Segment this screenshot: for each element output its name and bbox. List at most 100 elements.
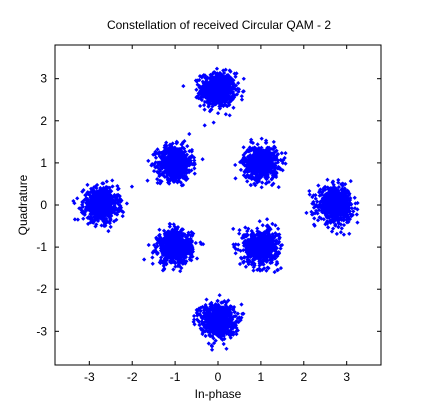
scatter-point xyxy=(167,162,173,167)
scatter-point xyxy=(108,224,113,229)
scatter-point xyxy=(205,75,210,80)
scatter-point xyxy=(264,171,269,176)
scatter-point xyxy=(316,183,321,188)
scatter-point xyxy=(182,171,187,176)
scatter-point xyxy=(304,210,309,215)
scatter-point xyxy=(202,82,207,87)
scatter-point xyxy=(283,161,288,166)
scatter-point xyxy=(238,167,244,172)
scatter-point xyxy=(178,159,184,164)
scatter-point xyxy=(273,173,278,178)
scatter-point xyxy=(275,152,281,157)
scatter-point xyxy=(155,147,160,152)
scatter-point xyxy=(354,212,359,217)
scatter-point xyxy=(72,217,78,222)
scatter-point xyxy=(217,71,222,76)
scatter-point xyxy=(227,113,232,118)
scatter-point xyxy=(192,158,197,163)
scatter-point xyxy=(168,169,173,174)
scatter-point xyxy=(232,95,237,100)
scatter-point xyxy=(260,170,266,176)
scatter-point xyxy=(262,151,268,156)
scatter-point xyxy=(280,168,285,173)
scatter-point xyxy=(232,86,237,91)
scatter-point xyxy=(249,137,254,142)
scatter-point xyxy=(221,88,227,93)
scatter-point xyxy=(247,145,252,150)
scatter-point xyxy=(275,158,280,163)
scatter-point xyxy=(206,93,211,98)
scatter-point xyxy=(195,78,200,83)
scatter-point xyxy=(162,174,167,180)
scatter-point xyxy=(341,232,346,237)
scatter-point xyxy=(259,136,264,141)
scatter-point xyxy=(269,146,275,151)
scatter-point xyxy=(237,231,242,236)
scatter-point xyxy=(256,176,261,181)
scatter-point xyxy=(243,175,249,180)
scatter-point xyxy=(256,149,261,154)
scatter-point xyxy=(228,69,233,74)
scatter-point xyxy=(257,166,262,171)
scatter-point xyxy=(204,79,209,84)
scatter-point xyxy=(241,145,246,150)
scatter-point xyxy=(225,83,230,88)
scatter-point xyxy=(234,71,239,76)
scatter-point xyxy=(156,160,161,166)
scatter-point xyxy=(185,176,190,181)
scatter-point xyxy=(278,167,283,172)
scatter-point xyxy=(219,102,224,107)
scatter-point xyxy=(239,97,245,102)
scatter-point xyxy=(184,152,190,157)
scatter-point xyxy=(282,155,287,161)
scatter-point xyxy=(242,170,248,175)
scatter-point xyxy=(194,256,200,261)
scatter-point xyxy=(199,94,204,100)
scatter-point xyxy=(224,98,230,103)
scatter-point xyxy=(259,149,265,154)
scatter-point xyxy=(233,176,238,181)
scatter-point xyxy=(263,157,268,162)
scatter-point xyxy=(207,101,212,106)
scatter-point xyxy=(209,88,214,93)
scatter-point xyxy=(279,151,284,156)
scatter-point xyxy=(251,268,256,273)
scatter-point xyxy=(248,166,253,171)
scatter-point xyxy=(181,83,186,89)
scatter-point xyxy=(166,156,171,161)
scatter-point xyxy=(170,141,175,146)
scatter-point xyxy=(171,150,176,155)
scatter-point xyxy=(254,174,259,179)
scatter-point xyxy=(336,177,341,183)
scatter-point xyxy=(174,139,179,144)
scatter-point xyxy=(257,219,262,224)
scatter-point xyxy=(161,170,166,175)
scatter-point xyxy=(214,66,220,71)
scatter-point xyxy=(199,75,204,80)
scatter-point xyxy=(271,154,277,159)
scatter-point xyxy=(158,181,163,186)
scatter-point xyxy=(190,162,195,167)
scatter-point xyxy=(274,174,279,180)
chart-title: Constellation of received Circular QAM -… xyxy=(107,18,331,32)
scatter-markers xyxy=(71,66,360,352)
scatter-point xyxy=(155,177,160,182)
scatter-point xyxy=(145,178,150,183)
scatter-point xyxy=(110,178,115,183)
scatter-point xyxy=(256,155,261,160)
scatter-point xyxy=(198,90,203,95)
scatter-point xyxy=(249,154,254,159)
scatter-point xyxy=(120,214,125,219)
scatter-point xyxy=(236,87,242,92)
scatter-point xyxy=(230,96,236,101)
scatter-point xyxy=(186,160,191,165)
scatter-point xyxy=(106,229,111,234)
scatter-point xyxy=(269,170,274,175)
scatter-point xyxy=(261,148,266,153)
scatter-point xyxy=(264,147,269,152)
scatter-point xyxy=(253,145,258,151)
scatter-point xyxy=(194,87,199,92)
scatter-point xyxy=(195,82,200,87)
scatter-point xyxy=(176,163,181,168)
